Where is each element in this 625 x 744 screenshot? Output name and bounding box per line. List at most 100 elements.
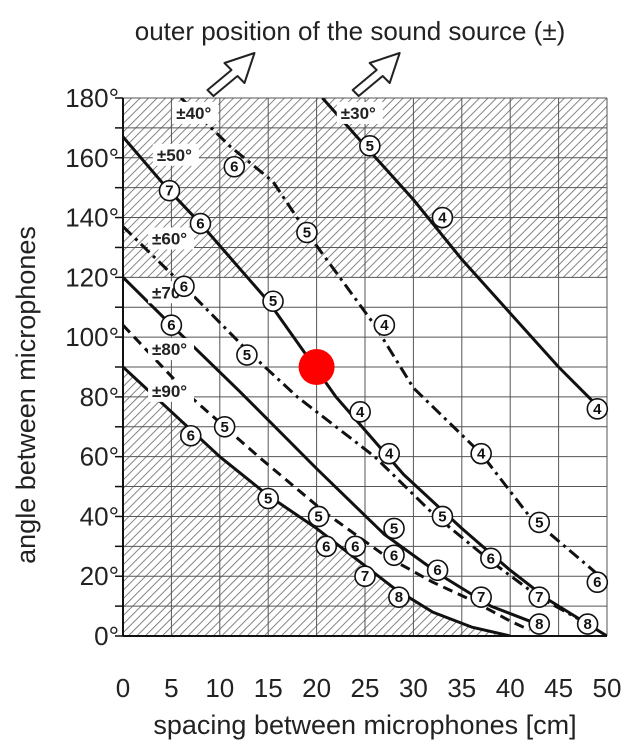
marker-label: 4 <box>477 446 486 463</box>
marker-label: 4 <box>385 446 394 463</box>
marker-circle <box>480 547 502 570</box>
arrow-icon <box>206 52 256 97</box>
marker-label: 6 <box>487 550 495 567</box>
x-tick-label: 15 <box>254 673 283 703</box>
marker-circle <box>189 212 212 235</box>
marker-circle <box>383 544 405 567</box>
x-axis-title: spacing between microphones [cm] <box>153 710 576 740</box>
x-tick-label: 10 <box>205 673 234 703</box>
marker-label: 6 <box>593 574 601 591</box>
axes <box>115 97 607 637</box>
marker-circle <box>296 221 318 244</box>
marker-circle <box>426 559 449 582</box>
marker-circle <box>383 517 405 540</box>
marker-circle <box>307 505 330 528</box>
marker-circle <box>315 535 338 558</box>
y-tick-label: 60° <box>80 442 119 472</box>
curve-label-bg <box>148 379 195 402</box>
marker-circle <box>431 505 454 528</box>
curve-label: ±50° <box>157 146 192 165</box>
curve-label: ±80° <box>152 340 187 359</box>
marker-label: 5 <box>303 225 311 242</box>
marker-circle <box>470 586 492 608</box>
curve-label-bg <box>152 143 199 166</box>
highlight <box>298 349 335 385</box>
marker-circle <box>158 179 181 202</box>
marker-label: 5 <box>314 508 322 525</box>
marker-circle <box>528 613 551 635</box>
marker-label: 5 <box>243 347 251 364</box>
curve-label: ±30° <box>341 104 376 123</box>
marker-circle <box>236 344 258 366</box>
tick-labels: 0 5 10 15 20 25 30 35 40 45 500°20°40°60°80°100°12… <box>65 83 621 703</box>
marker-circle <box>388 586 410 608</box>
marker-circle <box>373 314 396 336</box>
marker-circle <box>179 424 202 447</box>
marker-label: 8 <box>535 616 543 633</box>
grid <box>122 97 608 637</box>
x-tick-label: 0 <box>116 673 130 703</box>
x-tick-label: 45 <box>544 673 573 703</box>
y-tick-label: 80° <box>80 382 119 412</box>
marker-circle <box>213 415 236 438</box>
curve-label-bg <box>148 227 195 250</box>
marker-circle <box>344 535 367 558</box>
curve-label: ±40° <box>176 104 211 123</box>
curve-label-bg <box>172 101 219 124</box>
marker-circle <box>586 398 609 420</box>
x-tick-label: 50 <box>593 673 622 703</box>
marker-label: 5 <box>390 520 398 537</box>
marker-circle <box>431 206 454 229</box>
marker-circle <box>349 401 371 423</box>
marker-label: 5 <box>220 419 228 436</box>
marker-circle <box>262 290 284 313</box>
x-tick-label: 35 <box>447 673 476 703</box>
marker-label: 8 <box>583 616 591 633</box>
y-tick-label: 40° <box>80 501 119 531</box>
marker-label: 7 <box>361 568 369 585</box>
series-line <box>123 324 531 632</box>
marker-label: 6 <box>390 547 398 564</box>
marker-label: 5 <box>535 514 543 531</box>
marker-circle <box>354 565 376 588</box>
marker-label: 6 <box>187 428 195 445</box>
marker-circle <box>257 487 280 510</box>
marker-circle <box>586 571 609 594</box>
arrows <box>206 52 401 97</box>
y-tick-label: 100° <box>65 322 119 352</box>
marker-circle <box>576 613 599 635</box>
arrow-icon <box>351 52 401 97</box>
curve-label: ±90° <box>152 382 187 401</box>
marker-circle <box>470 442 492 465</box>
y-tick-label: 120° <box>65 262 119 292</box>
marker-label: 4 <box>380 317 389 334</box>
marker-label: 5 <box>438 508 446 525</box>
marker-circle <box>160 314 183 336</box>
marker-circle <box>378 442 401 465</box>
marker-circle <box>528 511 551 534</box>
marker-label: 7 <box>165 183 173 200</box>
curve-label: ±60° <box>152 229 187 248</box>
marker-label: 5 <box>269 293 277 310</box>
marker-circle <box>173 275 195 298</box>
y-tick-label: 180° <box>65 83 119 113</box>
x-tick-label: 20 <box>302 673 331 703</box>
x-tick-label: 30 <box>399 673 428 703</box>
y-tick-label: 20° <box>80 561 119 591</box>
marker-label: 6 <box>180 278 188 295</box>
series-line <box>123 135 607 636</box>
marker-label: 6 <box>433 562 441 579</box>
highlight-point <box>298 349 335 385</box>
marker-label: 7 <box>477 589 485 606</box>
marker-circle <box>223 155 246 178</box>
curve-labels: ±30°±40°±50°±60°±70°±80°±90° <box>148 101 383 402</box>
marker-label: 4 <box>438 210 447 227</box>
curve-label-bg <box>336 101 383 124</box>
x-tick-label: 25 <box>351 673 380 703</box>
x-tick-label: 5 <box>164 673 178 703</box>
marker-label: 6 <box>322 538 330 555</box>
marker-label: 6 <box>196 216 204 233</box>
y-axis-title: angle between microphones <box>11 226 41 564</box>
marker-label: 6 <box>167 317 175 334</box>
